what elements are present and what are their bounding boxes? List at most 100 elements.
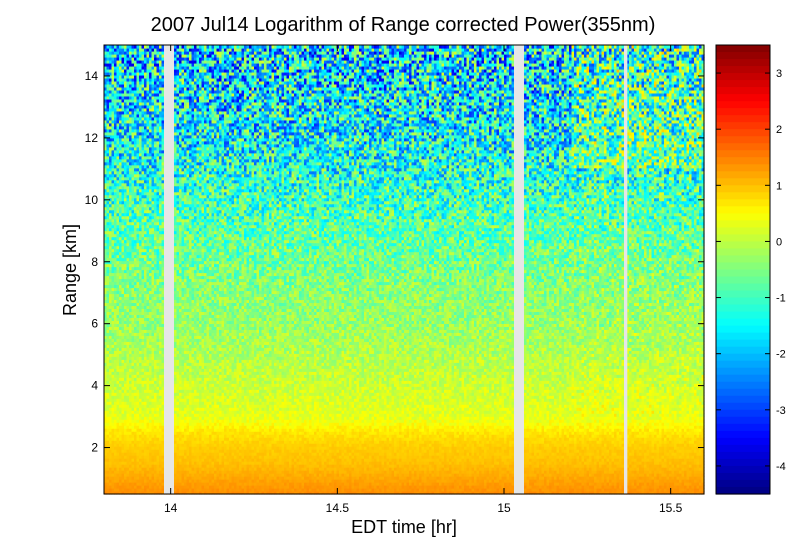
- heatmap-cell: [199, 485, 203, 489]
- heatmap-cell: [271, 473, 275, 477]
- heatmap-cell: [196, 473, 200, 477]
- heatmap-cell: [359, 482, 363, 486]
- heatmap-cell: [504, 467, 508, 471]
- heatmap-cell: [451, 470, 455, 474]
- heatmap-cell: [524, 485, 528, 489]
- heatmap-cell: [469, 485, 473, 489]
- heatmap-cell: [374, 467, 378, 471]
- heatmap-cell: [566, 476, 570, 480]
- heatmap-cell: [374, 485, 378, 489]
- heatmap-cell: [636, 479, 640, 483]
- heatmap-cell: [131, 479, 135, 483]
- heatmap-cell: [114, 485, 118, 489]
- heatmap-cell: [191, 467, 195, 471]
- heatmap-cell: [594, 473, 598, 477]
- heatmap-cell: [321, 482, 325, 486]
- heatmap-cell: [356, 479, 360, 483]
- heatmap-cell: [494, 491, 498, 495]
- heatmap-cell: [504, 485, 508, 489]
- heatmap-cell: [561, 467, 565, 471]
- heatmap-cell: [406, 476, 410, 480]
- heatmap-cell: [214, 488, 218, 492]
- heatmap-cell: [294, 473, 298, 477]
- heatmap-cell: [234, 482, 238, 486]
- heatmap-cell: [266, 482, 270, 486]
- heatmap-cell: [316, 473, 320, 477]
- heatmap-cell: [381, 485, 385, 489]
- heatmap-cell: [436, 482, 440, 486]
- heatmap-cell: [301, 476, 305, 480]
- heatmap-cell: [381, 476, 385, 480]
- heatmap-cell: [161, 470, 165, 474]
- heatmap-cell: [186, 473, 190, 477]
- heatmap-cell: [571, 482, 575, 486]
- heatmap-cell: [644, 488, 648, 492]
- heatmap-cell: [549, 476, 553, 480]
- heatmap-cell: [246, 482, 250, 486]
- heatmap-cell: [139, 485, 143, 489]
- heatmap-cell: [179, 491, 183, 495]
- heatmap-cell: [656, 470, 660, 474]
- heatmap-cell: [344, 491, 348, 495]
- heatmap-cell: [281, 470, 285, 474]
- heatmap-cell: [409, 488, 413, 492]
- heatmap-cell: [684, 488, 688, 492]
- heatmap-cell: [121, 476, 125, 480]
- heatmap-cell: [491, 476, 495, 480]
- heatmap-cell: [641, 467, 645, 471]
- heatmap-cell: [411, 491, 415, 495]
- heatmap-cell: [699, 482, 703, 486]
- heatmap-cell: [291, 482, 295, 486]
- heatmap-cell: [484, 485, 488, 489]
- heatmap-cell: [126, 476, 130, 480]
- heatmap-cell: [496, 473, 500, 477]
- heatmap-cell: [471, 488, 475, 492]
- heatmap-cell: [369, 482, 373, 486]
- heatmap-cell: [289, 470, 293, 474]
- heatmap-cell: [311, 491, 315, 495]
- heatmap-cell: [506, 473, 510, 477]
- heatmap-cell: [109, 482, 113, 486]
- heatmap-cell: [179, 464, 183, 468]
- heatmap-cell: [309, 485, 313, 489]
- heatmap-cell: [301, 467, 305, 471]
- heatmap-cell: [389, 473, 393, 477]
- heatmap-cell: [449, 485, 453, 489]
- heatmap-cell: [344, 488, 348, 492]
- heatmap-cell: [334, 470, 338, 474]
- heatmap-cell: [181, 491, 185, 495]
- heatmap-cell: [214, 482, 218, 486]
- heatmap-cell: [196, 470, 200, 474]
- heatmap-cell: [364, 467, 368, 471]
- heatmap-cell: [289, 491, 293, 495]
- heatmap-cell: [501, 467, 505, 471]
- heatmap-cell: [406, 488, 410, 492]
- heatmap-cell: [554, 479, 558, 483]
- heatmap-cell: [544, 485, 548, 489]
- heatmap-cell: [594, 488, 598, 492]
- heatmap-cell: [694, 482, 698, 486]
- heatmap-cell: [366, 488, 370, 492]
- heatmap-cell: [131, 467, 135, 471]
- heatmap-cell: [666, 482, 670, 486]
- heatmap-cell: [619, 476, 623, 480]
- heatmap-cell: [156, 473, 160, 477]
- heatmap-cell: [596, 485, 600, 489]
- heatmap-cell: [229, 464, 233, 468]
- heatmap-cell: [541, 491, 545, 495]
- heatmap-cell: [466, 473, 470, 477]
- heatmap-cell: [134, 491, 138, 495]
- heatmap-cell: [371, 482, 375, 486]
- heatmap-cell: [364, 479, 368, 483]
- heatmap-cell: [216, 488, 220, 492]
- heatmap-cell: [626, 467, 630, 471]
- heatmap-cell: [361, 488, 365, 492]
- heatmap-cell: [239, 470, 243, 474]
- heatmap-cell: [476, 473, 480, 477]
- heatmap-cell: [361, 482, 365, 486]
- heatmap-cell: [409, 476, 413, 480]
- heatmap-cell: [144, 476, 148, 480]
- heatmap-cell: [129, 479, 133, 483]
- heatmap-cell: [186, 488, 190, 492]
- heatmap-cell: [441, 476, 445, 480]
